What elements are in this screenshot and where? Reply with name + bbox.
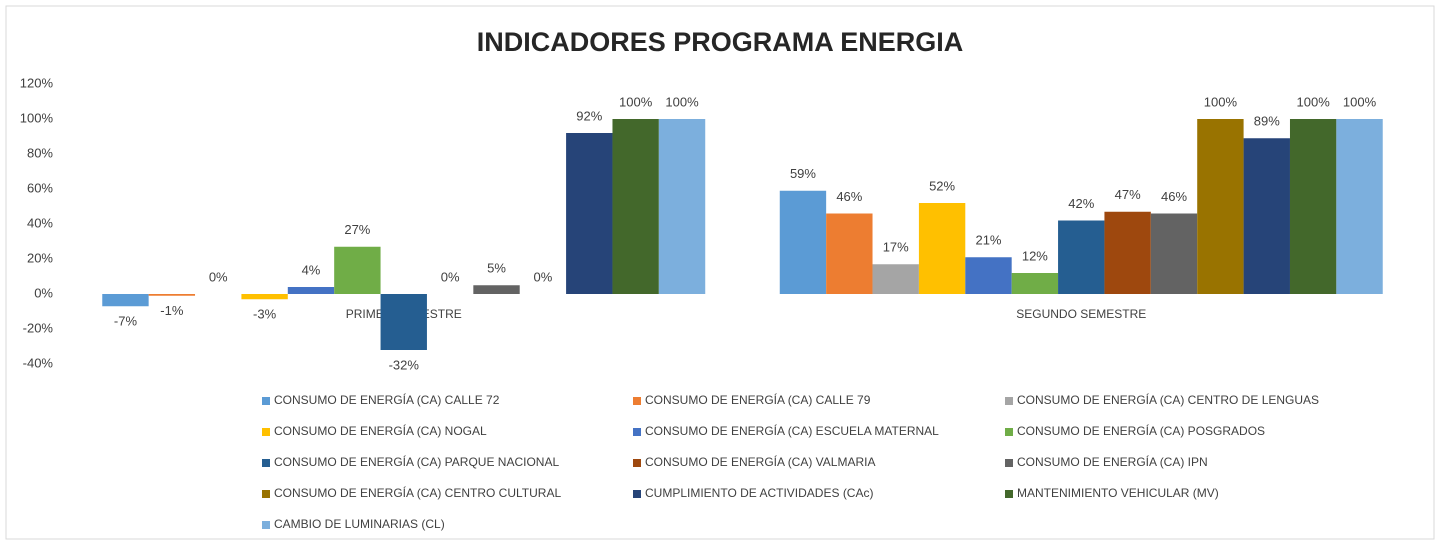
x-tick-label: SEGUNDO SEMESTRE	[1016, 307, 1146, 321]
data-label: 52%	[929, 178, 955, 193]
data-label: 21%	[975, 233, 1001, 248]
bar	[965, 257, 1012, 294]
bar	[658, 119, 706, 294]
bar	[473, 285, 520, 294]
legend-swatch	[633, 428, 641, 436]
data-label: -32%	[389, 357, 420, 372]
data-label: 0%	[441, 269, 460, 284]
data-label: 5%	[487, 261, 506, 276]
data-label: 46%	[836, 189, 862, 204]
legend-swatch	[262, 521, 270, 529]
legend-swatch	[1005, 428, 1013, 436]
legend-label: CONSUMO DE ENERGÍA (CA) IPN	[1017, 454, 1208, 469]
bar	[872, 264, 919, 294]
legend-swatch	[262, 490, 270, 498]
bar	[1197, 119, 1244, 294]
legend-swatch	[1005, 490, 1013, 498]
bar	[779, 190, 827, 294]
legend-swatch	[633, 490, 641, 498]
legend-swatch	[1005, 397, 1013, 405]
data-label: -7%	[114, 314, 138, 329]
legend-swatch	[1005, 459, 1013, 467]
bar	[148, 294, 196, 296]
data-label: 100%	[619, 94, 653, 109]
bar	[1058, 220, 1105, 294]
y-tick-label: 80%	[27, 145, 53, 160]
bar	[102, 294, 149, 307]
y-tick-label: 0%	[34, 285, 53, 300]
data-label: 27%	[344, 222, 370, 237]
bar	[334, 246, 381, 294]
data-label: 92%	[576, 108, 602, 123]
legend-swatch	[262, 428, 270, 436]
bar	[826, 213, 873, 294]
y-tick-label: 60%	[27, 180, 53, 195]
legend-label: CONSUMO DE ENERGÍA (CA) POSGRADOS	[1017, 423, 1265, 438]
data-label: 100%	[1343, 94, 1377, 109]
legend-label: CUMPLIMIENTO DE ACTIVIDADES (CAc)	[645, 486, 873, 500]
y-tick-label: 120%	[20, 75, 54, 90]
legend-swatch	[633, 459, 641, 467]
data-label: -3%	[253, 307, 277, 322]
legend-label: CONSUMO DE ENERGÍA (CA) NOGAL	[274, 423, 487, 438]
bar	[1104, 211, 1151, 294]
data-label: 46%	[1161, 189, 1187, 204]
legend-swatch	[633, 397, 641, 405]
data-label: 12%	[1022, 248, 1048, 263]
y-tick-label: 40%	[27, 215, 53, 230]
bar	[612, 119, 659, 294]
y-tick-label: -40%	[23, 355, 54, 370]
bar	[1336, 119, 1383, 294]
data-label: 0%	[209, 269, 228, 284]
bar	[380, 294, 427, 350]
data-label: 47%	[1115, 187, 1141, 202]
data-label: 17%	[883, 240, 909, 255]
bar	[918, 203, 966, 294]
legend-label: CONSUMO DE ENERGÍA (CA) CENTRO CULTURAL	[274, 485, 561, 500]
legend-label: CAMBIO DE LUMINARIAS (CL)	[274, 517, 445, 531]
legend-label: CONSUMO DE ENERGÍA (CA) CALLE 79	[645, 392, 871, 407]
data-label: 42%	[1068, 196, 1094, 211]
legend-label: CONSUMO DE ENERGÍA (CA) VALMARIA	[645, 454, 875, 469]
legend-label: CONSUMO DE ENERGÍA (CA) PARQUE NACIONAL	[274, 454, 559, 469]
y-tick-label: 100%	[20, 110, 54, 125]
data-label: 100%	[665, 94, 699, 109]
data-label: 0%	[533, 269, 552, 284]
legend-label: MANTENIMIENTO VEHICULAR (MV)	[1017, 486, 1219, 500]
legend-swatch	[262, 459, 270, 467]
bar	[566, 133, 613, 294]
data-label: 59%	[790, 166, 816, 181]
y-tick-label: -20%	[23, 320, 54, 335]
legend-label: CONSUMO DE ENERGÍA (CA) CALLE 72	[274, 392, 500, 407]
bar	[1289, 119, 1337, 294]
bar	[1150, 213, 1198, 294]
legend-label: CONSUMO DE ENERGÍA (CA) ESCUELA MATERNAL	[645, 423, 939, 438]
data-label: -1%	[160, 303, 184, 318]
chart-title: INDICADORES PROGRAMA ENERGIA	[477, 27, 964, 57]
bar	[1243, 138, 1290, 294]
legend-swatch	[262, 397, 270, 405]
data-label: 100%	[1204, 94, 1238, 109]
data-label: 89%	[1254, 114, 1280, 129]
data-label: 100%	[1297, 94, 1331, 109]
bar	[287, 287, 335, 294]
y-tick-label: 20%	[27, 250, 53, 265]
data-label: 4%	[302, 262, 321, 277]
bar	[1011, 273, 1059, 294]
legend-label: CONSUMO DE ENERGÍA (CA) CENTRO DE LENGUA…	[1017, 392, 1319, 407]
bar	[241, 294, 288, 300]
